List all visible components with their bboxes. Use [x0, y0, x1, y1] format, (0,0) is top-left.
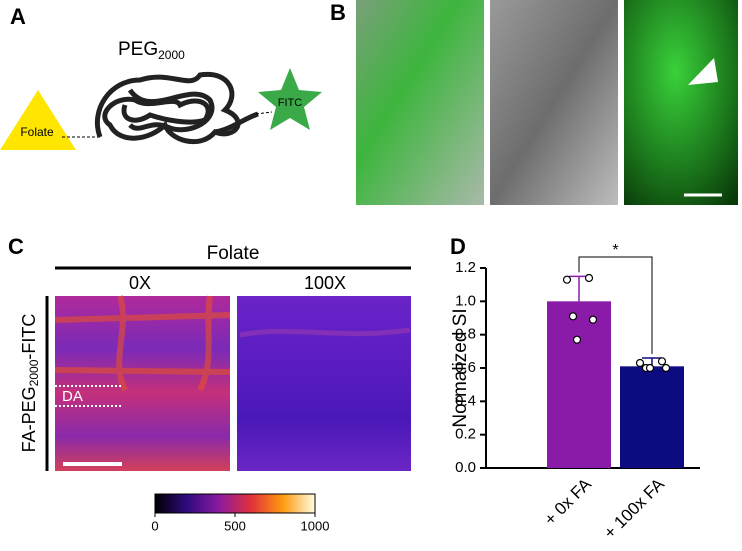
- micrograph-merge: [356, 0, 484, 205]
- row-label-prefix: FA-PEG: [19, 386, 39, 452]
- colorbar: [154, 493, 316, 514]
- data-point: [584, 273, 594, 283]
- significance-bracket: [578, 256, 653, 354]
- ligand-label: Folate: [20, 125, 54, 139]
- panel-label: C: [8, 234, 24, 259]
- y-tick-label: 0.8: [455, 326, 476, 343]
- vessel-overlay: [239, 327, 411, 338]
- data-point: [568, 312, 578, 321]
- bar: [547, 301, 611, 468]
- y-tick-label: 1.0: [455, 292, 476, 309]
- vessel-overlay: [54, 295, 231, 392]
- x-tick-label: + 0x FA: [540, 474, 595, 529]
- data-point: [588, 315, 598, 324]
- data-point: [657, 357, 667, 366]
- y-tick-label: 0.2: [455, 426, 476, 443]
- heatmap-100x: [237, 296, 411, 471]
- polymer: PEG: [118, 39, 158, 60]
- data-point: [635, 358, 645, 368]
- x-tick-label: + 100x FA: [600, 474, 668, 542]
- bar: [620, 366, 684, 468]
- significance-label: *: [612, 242, 618, 259]
- data-point: [562, 275, 572, 284]
- row-label: FA-PEG2000-FITC: [19, 314, 41, 453]
- panel-label: B: [330, 0, 346, 25]
- arrowhead: [688, 58, 718, 85]
- micrograph-fluorescence: [624, 0, 738, 205]
- row-label-subscript: 2000: [27, 359, 41, 386]
- y-tick-label: 1.2: [455, 259, 476, 276]
- colorbar-tick-label: 500: [224, 518, 246, 533]
- linker: [255, 111, 273, 115]
- colorbar-tick-label: 0: [151, 518, 158, 533]
- panel-label: D: [450, 234, 466, 259]
- row-label-suffix: -FITC: [19, 314, 39, 360]
- fitc-star: [258, 68, 322, 130]
- y-tick-label: 0.4: [455, 392, 476, 409]
- colorbar-tick-label: 1000: [301, 518, 330, 533]
- column-header: Folate: [207, 243, 260, 264]
- y-tick-label: 0.0: [455, 459, 476, 476]
- folate-triangle: [0, 90, 76, 150]
- column-label: 0X: [129, 273, 151, 293]
- region-label: DA: [62, 388, 83, 405]
- panel-label: A: [10, 4, 26, 29]
- data-point: [572, 335, 582, 344]
- y-axis-label: Normalized SI: [450, 308, 471, 427]
- data-point: [645, 363, 655, 373]
- dye-label: FITC: [278, 97, 302, 109]
- y-tick-label: 0.6: [455, 359, 476, 376]
- micrograph-brightfield: [490, 0, 618, 205]
- polymer-label: PEG2000: [118, 39, 185, 62]
- column-label: 100X: [304, 273, 346, 293]
- data-point: [661, 363, 671, 373]
- peg-coil: [94, 71, 259, 145]
- polymer-subscript: 2000: [158, 48, 185, 62]
